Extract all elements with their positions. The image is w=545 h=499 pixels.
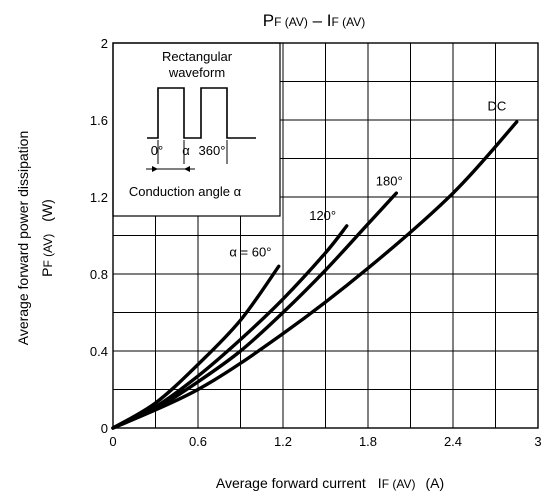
tick-labels: 0 0.6 1.2 1.8 2.4 3 0 0.4 0.8 1.2 1.6 2 — [90, 36, 542, 449]
inset-label-360: 360° — [199, 143, 226, 158]
series-label-4: DC — [488, 98, 507, 113]
y-axis-title: Average forward power dissipation PF (AV… — [15, 131, 55, 346]
conduction-arrow-head-right — [184, 166, 190, 172]
x-tick-label: 0 — [109, 434, 116, 449]
series-label-1: α = 60° — [229, 245, 271, 260]
series-group: α = 60° 120° 180° DC — [111, 98, 519, 430]
x-tick-label: 2.4 — [444, 434, 462, 449]
rectangular-waveform — [147, 87, 256, 139]
y-tick-label: 0 — [101, 421, 108, 436]
x-tick-label: 0.6 — [189, 434, 207, 449]
y-axis-title-line1: Average forward power dissipation — [15, 131, 31, 346]
series-line-1 — [111, 264, 281, 430]
y-axis-title-line2: PF (AV)(W) — [39, 199, 55, 277]
inset-waveform-legend: Rectangular waveform 0° α 360° Conductio… — [112, 42, 281, 217]
y-tick-label: 0.4 — [90, 344, 108, 359]
series-label-2: 120° — [309, 208, 336, 223]
y-tick-label: 1.2 — [90, 190, 108, 205]
inset-label-0: 0° — [151, 143, 163, 158]
inset-caption: Conduction angle α — [129, 184, 242, 199]
y-tick-label: 1.6 — [90, 113, 108, 128]
series-line-4 — [111, 120, 519, 430]
x-tick-label: 1.8 — [359, 434, 377, 449]
x-axis-title: Average forward current IF (AV) (A) — [216, 475, 444, 491]
chart-title: PF (AV) – IF (AV) — [263, 11, 366, 30]
conduction-arrow-head-left — [152, 166, 158, 172]
x-tick-label: 1.2 — [274, 434, 292, 449]
x-tick-label: 3 — [534, 434, 541, 449]
inset-box — [112, 42, 281, 217]
inset-title-line1: Rectangular — [162, 49, 233, 64]
plot-frame — [112, 42, 539, 429]
y-tick-label: 0.8 — [90, 267, 108, 282]
inset-title-line2: waveform — [168, 65, 225, 80]
inset-label-alpha: α — [182, 143, 190, 158]
y-tick-label: 2 — [101, 36, 108, 51]
grid — [113, 43, 538, 428]
series-label-3: 180° — [376, 173, 403, 188]
